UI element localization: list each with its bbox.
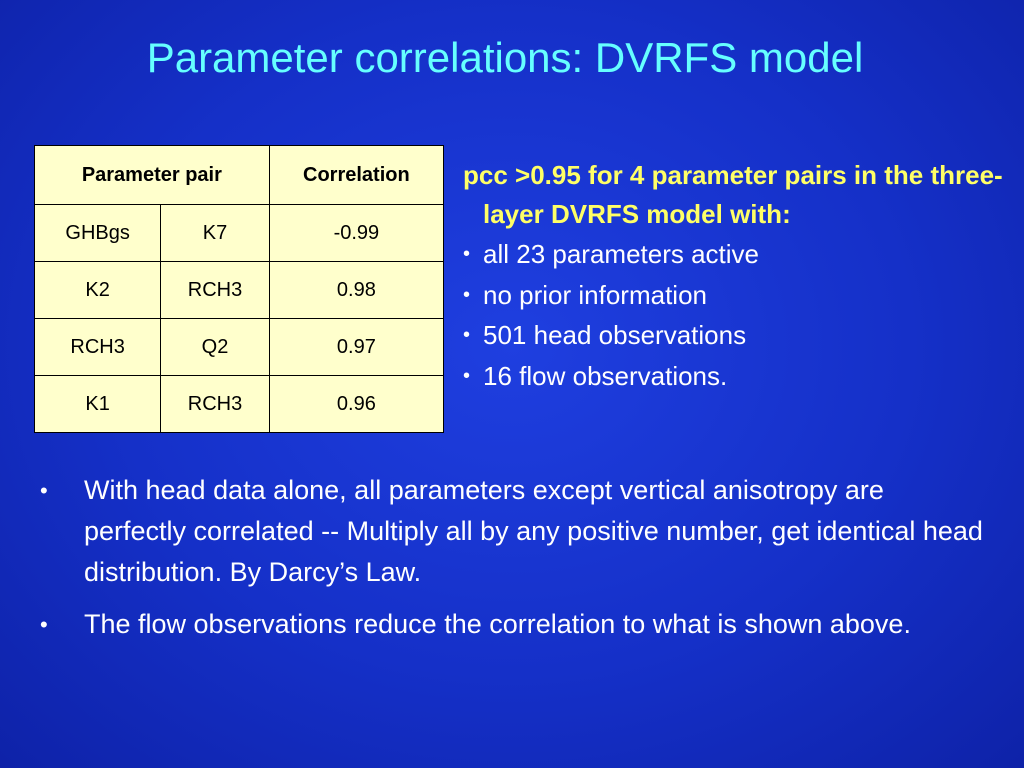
summary-list: • all 23 parameters active • no prior info… [463,234,1013,396]
list-item-text: 16 flow observations. [483,360,728,391]
list-item: • The flow observations reduce the correl… [40,604,990,645]
list-item: • no prior information [463,275,1013,316]
cell-param-b: RCH3 [160,261,270,319]
correlation-table: Parameter pair Correlation GHBgs K7 -0.9… [33,145,445,433]
cell-param-a: RCH3 [33,318,162,376]
cell-correlation: 0.98 [268,261,445,319]
cell-param-a: K1 [33,375,162,433]
cell-correlation: 0.97 [268,318,445,376]
cell-param-b: RCH3 [160,375,270,433]
cell-param-b: K7 [160,204,270,262]
side-summary: pcc >0.95 for 4 parameter pairs in the t… [463,156,1013,396]
list-item: • With head data alone, all parameters ex… [40,470,990,593]
list-item: • all 23 parameters active [463,234,1013,275]
bullet-icon: • [463,324,471,346]
list-item: • 16 flow observations. [463,356,1013,397]
header-correlation: Correlation [268,145,445,205]
table-row: GHBgs K7 -0.99 [33,204,445,262]
table-header-row: Parameter pair Correlation [34,145,445,205]
cell-param-a: GHBgs [33,204,162,262]
table-row: K2 RCH3 0.98 [33,261,445,319]
list-item-text: 501 head observations [483,320,747,350]
header-parameter-pair: Parameter pair [34,145,270,205]
bullet-icon: • [463,243,471,265]
bullet-icon: • [40,612,48,637]
list-item-text: With head data alone, all parameters exc… [84,475,983,587]
cell-param-a: K2 [33,261,162,319]
table-row: RCH3 Q2 0.97 [33,318,445,376]
cell-correlation: -0.99 [268,204,445,262]
table-row: K1 RCH3 0.96 [33,375,445,433]
cell-param-b: Q2 [160,318,270,376]
main-bullets: • With head data alone, all parameters ex… [40,470,990,656]
slide-title: Parameter correlations: DVRFS model [146,34,864,81]
list-item: • 501 head observations [463,315,1013,356]
bullet-icon: • [463,364,471,387]
list-item-text: The flow observations reduce the correla… [84,609,911,639]
list-item-text: all 23 parameters active [483,239,760,269]
list-item-text: no prior information [483,279,707,310]
bullet-icon: • [463,283,471,306]
summary-heading: pcc >0.95 for 4 parameter pairs in the t… [463,160,1003,229]
cell-correlation: 0.96 [268,375,445,433]
bullet-icon: • [40,478,48,503]
